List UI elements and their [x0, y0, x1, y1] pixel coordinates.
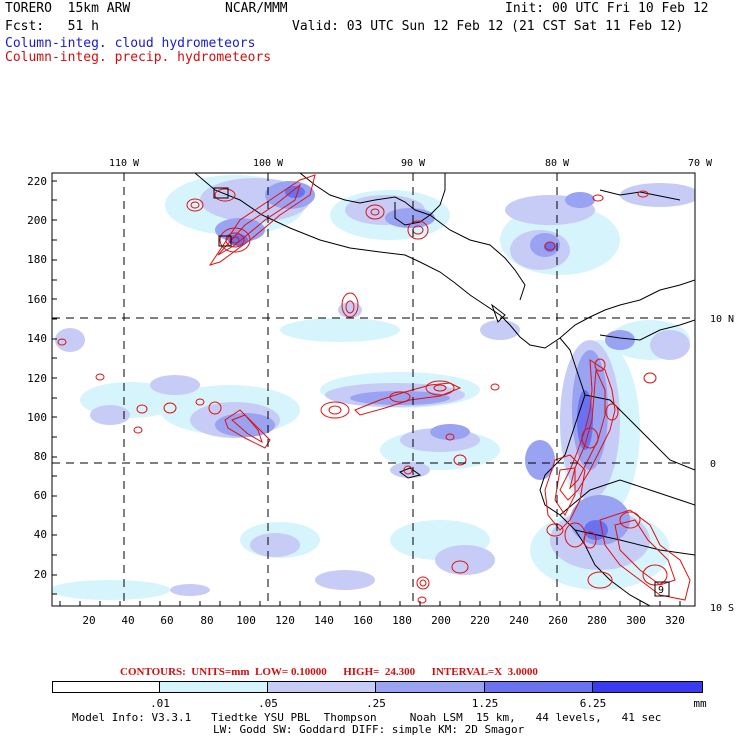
colorbar-label: .05 — [258, 697, 278, 710]
cloud-field-label: Column-integ. cloud hydrometeors — [5, 36, 256, 51]
x-tick-label: 180 — [392, 614, 412, 627]
model-info-line2: LW: Godd SW: Goddard DIFF: simple KM: 2D… — [213, 723, 525, 736]
colorbar-bin — [485, 681, 593, 693]
x-tick-label: 60 — [160, 614, 173, 627]
lat-label-0: 0 — [710, 459, 716, 470]
x-tick-label: 120 — [275, 614, 295, 627]
x-tick-label: 40 — [121, 614, 134, 627]
x-tick-label: 100 — [236, 614, 256, 627]
colorbar-bin — [268, 681, 376, 693]
colorbar-label: 1.25 — [471, 697, 499, 710]
y-tick-label: 80 — [34, 450, 47, 463]
x-tick-label: 160 — [353, 614, 373, 627]
colorbar-label: .01 — [150, 697, 170, 710]
model-title: TORERO 15km ARW — [5, 1, 131, 16]
contour-low: LOW= 0.10000 — [255, 666, 327, 678]
x-tick-label: 220 — [470, 614, 490, 627]
x-tick-label: 260 — [548, 614, 568, 627]
colorbar-label: .25 — [366, 697, 386, 710]
y-tick-label: 120 — [27, 372, 47, 385]
lon-label-70w: 70 W — [688, 158, 713, 169]
x-tick-label: 240 — [509, 614, 529, 627]
y-tick-label: 160 — [27, 293, 47, 306]
colorbar-frame — [52, 681, 703, 693]
colorbar-bin — [52, 681, 160, 693]
graticule — [52, 173, 695, 606]
precip-field-label: Column-integ. precip. hydrometeors — [5, 50, 272, 65]
axis-ticks — [52, 180, 681, 606]
lon-label-90w: 90 W — [401, 158, 426, 169]
colorbar-unit: mm — [693, 697, 707, 710]
y-tick-label: 200 — [27, 214, 47, 227]
map-frame — [51, 172, 696, 607]
y-tick-label: 100 — [27, 411, 47, 424]
precip-contours — [57, 174, 691, 604]
station-boxes — [213, 187, 670, 597]
y-tick-label: 220 — [27, 175, 47, 188]
contour-info: CONTOURS: UNITS=mm LOW= 0.10000 HIGH= 24… — [120, 666, 538, 678]
model-info-line1: Model Info: V3.3.1 Tiedtke YSU PBL Thomp… — [72, 711, 662, 724]
x-tick-label: 20 — [82, 614, 95, 627]
lon-label-100w: 100 W — [253, 158, 284, 169]
y-tick-label: 140 — [27, 332, 47, 345]
lon-label-80w: 80 W — [545, 158, 570, 169]
x-tick-label: 80 — [200, 614, 213, 627]
lat-label-10s: 10 S — [710, 603, 734, 614]
forecast-hour: Fcst: 51 h — [5, 19, 99, 34]
x-tick-label: 320 — [665, 614, 685, 627]
contour-high: HIGH= 24.300 — [343, 666, 416, 678]
contour-interval: INTERVAL=X 3.0000 — [431, 666, 538, 678]
y-tick-label: 40 — [34, 528, 47, 541]
colorbar-bin — [593, 681, 703, 693]
organization-label: NCAR/MMM — [225, 1, 288, 16]
y-tick-label: 60 — [34, 489, 47, 502]
contour-units: CONTOURS: UNITS=mm — [120, 666, 250, 678]
colorbar-bin — [376, 681, 485, 693]
lon-label-110w: 110 W — [109, 158, 140, 169]
valid-time: Valid: 03 UTC Sun 12 Feb 12 (21 CST Sat … — [292, 19, 684, 34]
x-tick-label: 280 — [587, 614, 607, 627]
y-tick-label: 180 — [27, 253, 47, 266]
x-tick-label: 200 — [431, 614, 451, 627]
lat-label-10n: 10 N — [710, 314, 734, 325]
colorbar-bin — [160, 681, 268, 693]
coastlines — [194, 173, 695, 606]
colorbar-label: 6.25 — [579, 697, 607, 710]
x-tick-label: 140 — [314, 614, 334, 627]
init-time: Init: 00 UTC Fri 10 Feb 12 — [505, 1, 709, 16]
y-tick-label: 20 — [34, 568, 47, 581]
x-tick-label: 300 — [626, 614, 646, 627]
box-label: 9 — [658, 585, 664, 596]
